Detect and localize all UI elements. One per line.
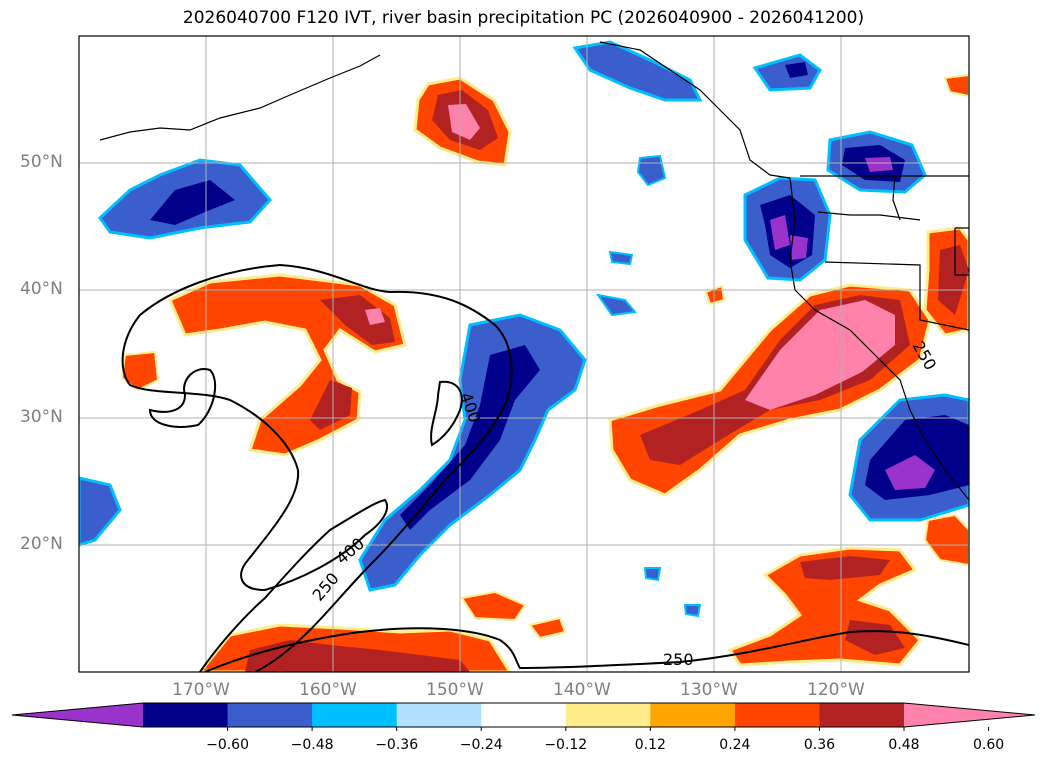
lat-label: 40°N bbox=[20, 279, 63, 299]
colorbar-tick-label: −0.12 bbox=[544, 737, 588, 753]
map-frame bbox=[78, 35, 970, 673]
colorbar-tick-label: 0.12 bbox=[634, 737, 666, 753]
ivt-contours bbox=[121, 263, 969, 672]
precip-negative-area bbox=[595, 293, 637, 317]
colorbar-swatch bbox=[481, 703, 567, 727]
graticule bbox=[79, 36, 969, 672]
coastlines bbox=[99, 41, 969, 501]
lon-label: 130°W bbox=[680, 680, 738, 700]
precip-positive-area bbox=[168, 273, 407, 457]
colorbar-extend-left bbox=[12, 703, 143, 727]
colorbar-outline bbox=[11, 702, 1036, 728]
colorbar-tick-label: −0.60 bbox=[206, 737, 249, 753]
lat-label: 30°N bbox=[20, 407, 63, 427]
precip-positive-area bbox=[460, 590, 527, 622]
lon-label: 120°W bbox=[807, 680, 865, 700]
precip-negative-peak bbox=[770, 215, 808, 260]
precip-negative-core bbox=[400, 345, 540, 530]
colorbar-tick-label: 0.60 bbox=[972, 737, 1005, 753]
precip-negative-core bbox=[785, 62, 808, 78]
precip-positive-peak bbox=[448, 104, 480, 140]
colorbar-swatch bbox=[565, 703, 651, 727]
colorbar-swatch bbox=[396, 703, 482, 727]
colorbar-tick-label: 0.48 bbox=[888, 737, 920, 753]
precip-positive-core bbox=[310, 295, 395, 430]
precip-negative-area bbox=[752, 53, 822, 92]
colorbar-swatch bbox=[819, 703, 905, 727]
precip-negative-area bbox=[572, 40, 703, 102]
precip-negative-area bbox=[636, 154, 667, 187]
precip-anomaly-layer bbox=[79, 40, 969, 672]
colorbar-tick-label: −0.36 bbox=[375, 737, 419, 753]
colorbar-tick-label: 0.36 bbox=[803, 737, 836, 753]
precip-positive-area bbox=[528, 616, 567, 640]
precip-negative-area bbox=[608, 250, 634, 266]
contour-label: 250 bbox=[663, 650, 694, 669]
precip-negative-peak bbox=[885, 455, 935, 490]
colorbar-swatch bbox=[650, 703, 736, 727]
precip-positive-area bbox=[923, 513, 969, 567]
precip-positive-area bbox=[120, 350, 160, 392]
precip-positive-area bbox=[704, 284, 726, 306]
lon-label: 170°W bbox=[172, 680, 230, 700]
precip-positive-core bbox=[938, 245, 969, 315]
precip-negative-area bbox=[643, 567, 702, 618]
colorbar-tick-label: −0.48 bbox=[290, 737, 334, 753]
lon-label: 150°W bbox=[426, 680, 484, 700]
colorbar-swatch bbox=[143, 703, 229, 727]
map-title: 2026040700 F120 IVT, river basin precipi… bbox=[182, 8, 865, 28]
colorbar-swatch bbox=[734, 703, 820, 727]
lon-label: 160°W bbox=[299, 680, 357, 700]
colorbar-tick-label: 0.24 bbox=[719, 737, 751, 753]
precip-positive-core bbox=[245, 640, 470, 672]
precip-positive-peak bbox=[365, 308, 385, 325]
precip-negative-core bbox=[150, 180, 235, 225]
precip-negative-peak bbox=[865, 157, 893, 172]
lat-label: 50°N bbox=[20, 152, 63, 172]
precip-positive-area bbox=[943, 73, 969, 98]
colorbar-swatch bbox=[227, 703, 313, 727]
colorbar-swatch bbox=[312, 703, 398, 727]
precip-positive-peak bbox=[745, 300, 895, 410]
lon-label: 140°W bbox=[553, 680, 611, 700]
colorbar-extend-right bbox=[904, 703, 1035, 727]
colorbar-tick-label: −0.24 bbox=[459, 737, 503, 753]
lat-label: 20°N bbox=[20, 534, 63, 554]
colorbar bbox=[11, 702, 1036, 731]
precip-negative-area bbox=[79, 476, 122, 547]
